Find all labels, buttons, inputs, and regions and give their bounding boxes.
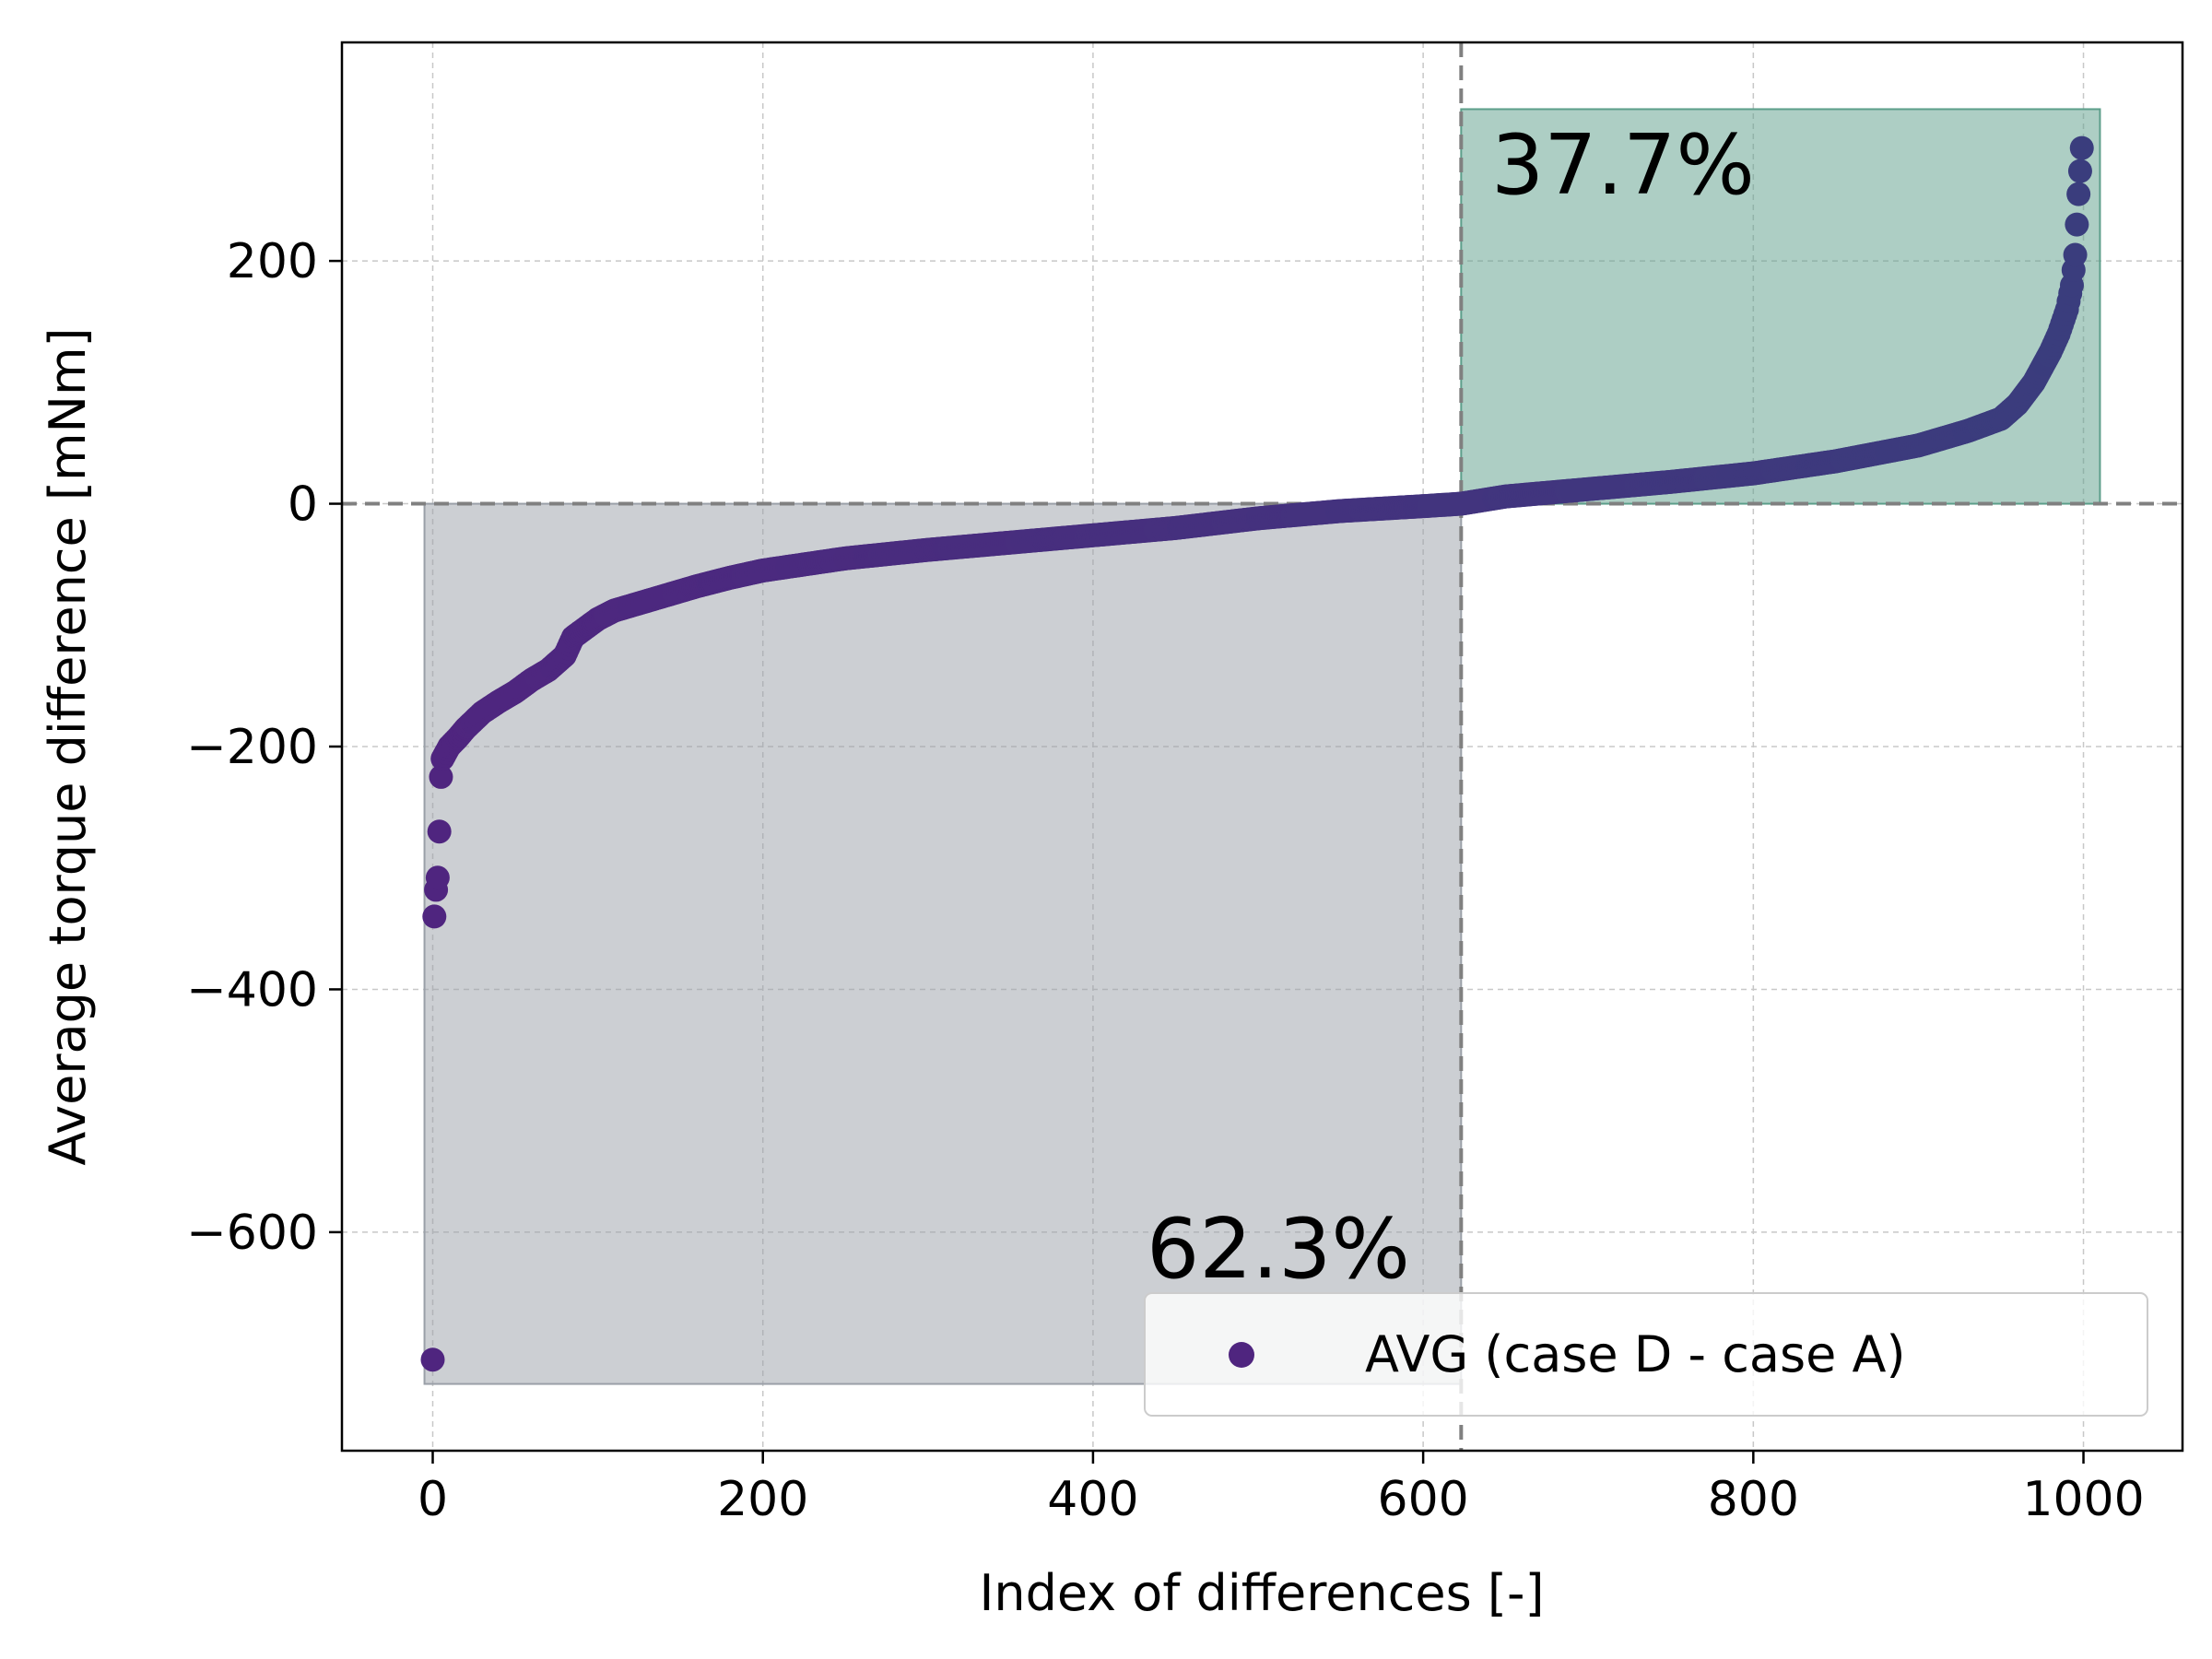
data-point [2067, 159, 2092, 183]
region-negative [423, 502, 1463, 1385]
x-tick-label: 600 [1377, 1472, 1468, 1527]
y-axis-title: Average torque difference [mNm] [39, 327, 97, 1165]
data-point [429, 764, 453, 789]
x-tick-label: 0 [418, 1472, 448, 1527]
legend-marker [1229, 1342, 1254, 1368]
scatter-points [420, 135, 2094, 1372]
x-tick-label: 1000 [2022, 1472, 2144, 1527]
y-tick-label: −200 [186, 720, 318, 775]
legend-box [1144, 1292, 2148, 1417]
shaded-regions [423, 108, 2101, 1385]
y-tick-label: −600 [186, 1206, 318, 1261]
data-point [427, 819, 452, 844]
data-point [2065, 212, 2089, 237]
x-tick-label: 200 [717, 1472, 808, 1527]
x-tick-label: 400 [1047, 1472, 1138, 1527]
y-tick-label: 200 [227, 234, 318, 289]
x-axis-ticks: 0 200 400 600 800 1000 [418, 1451, 2145, 1527]
y-axis-ticks: 200 0 −200 −400 −600 [186, 234, 342, 1261]
data-point [425, 865, 450, 890]
y-tick-label: −400 [186, 962, 318, 1018]
region-positive [1460, 108, 2101, 505]
data-point [420, 1347, 445, 1372]
legend-label: AVG (case D - case A) [1365, 1325, 1906, 1383]
y-tick-label: 0 [288, 477, 318, 533]
region-label-positive: 37.7% [1491, 117, 1755, 214]
x-tick-label: 800 [1708, 1472, 1799, 1527]
data-point [2063, 242, 2088, 267]
region-label-negative: 62.3% [1147, 1201, 1410, 1298]
data-point [2069, 135, 2094, 160]
reference-lines [342, 42, 2183, 1451]
legend: AVG (case D - case A) [1144, 1292, 2148, 1417]
x-axis-title: Index of differences [-] [979, 1564, 1544, 1622]
data-point [2066, 182, 2091, 206]
data-point [422, 904, 447, 929]
